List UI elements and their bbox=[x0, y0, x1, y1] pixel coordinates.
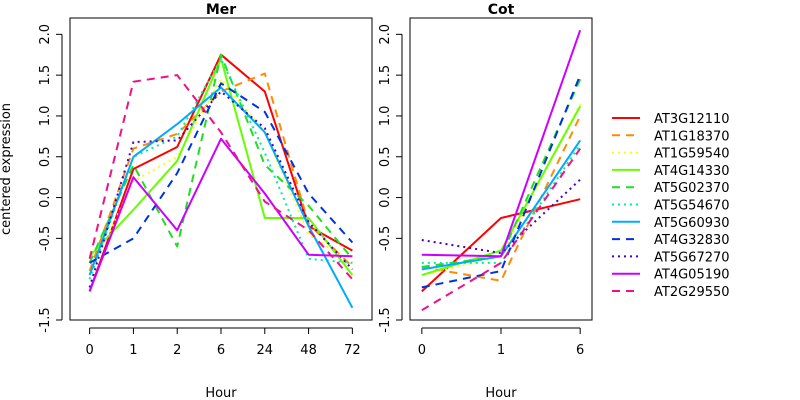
series-line-AT5G02370 bbox=[88, 53, 354, 264]
x-tick-label: 6 bbox=[576, 343, 584, 358]
y-tick-label: -1.5 bbox=[378, 307, 393, 332]
legend-label: AT1G59540 bbox=[654, 147, 730, 162]
y-tick-label: 1.5 bbox=[38, 65, 53, 86]
series-line-AT1G18370 bbox=[88, 72, 354, 272]
panel-title: Cot bbox=[488, 2, 515, 18]
legend-label: AT4G32830 bbox=[654, 233, 730, 248]
x-axis-label: Hour bbox=[485, 386, 517, 400]
series-line-AT4G05190 bbox=[88, 137, 353, 292]
y-tick-label: -0.5 bbox=[38, 226, 53, 251]
x-tick-label: 48 bbox=[300, 343, 317, 358]
x-tick-label: 1 bbox=[129, 343, 137, 358]
x-tick-label: 1 bbox=[497, 343, 505, 358]
plot-frame-Cot bbox=[409, 17, 593, 321]
legend-label: AT2G29550 bbox=[654, 285, 730, 300]
y-tick-label: 1.0 bbox=[38, 106, 53, 127]
x-tick-label: 72 bbox=[344, 343, 361, 358]
series-line-AT5G60930 bbox=[88, 86, 354, 309]
legend-label: AT5G60930 bbox=[654, 216, 730, 231]
legend-label: AT1G18370 bbox=[654, 129, 730, 144]
series-line-AT1G18370 bbox=[421, 115, 582, 282]
x-tick-label: 6 bbox=[217, 343, 225, 358]
y-axis-label: centered expression bbox=[0, 103, 14, 235]
series-line-AT3G12110 bbox=[421, 198, 581, 293]
legend-label: AT4G05190 bbox=[654, 268, 730, 283]
series-line-AT5G02370 bbox=[421, 78, 582, 268]
y-tick-label: 2.0 bbox=[378, 24, 393, 45]
y-tick-label: 2.0 bbox=[38, 24, 53, 45]
series-line-AT5G67270 bbox=[421, 178, 581, 255]
series-line-AT5G54670 bbox=[421, 143, 582, 264]
x-tick-label: 0 bbox=[418, 343, 426, 358]
y-tick-label: 0.5 bbox=[38, 146, 53, 167]
y-tick-label: 0.0 bbox=[378, 187, 393, 208]
series-line-AT2G29550 bbox=[421, 148, 582, 312]
y-tick-label: 0.0 bbox=[38, 187, 53, 208]
legend-label: AT5G67270 bbox=[654, 250, 730, 265]
y-tick-label: -0.5 bbox=[378, 226, 393, 251]
series-line-AT4G14330 bbox=[421, 105, 582, 277]
y-tick-label: 1.5 bbox=[378, 65, 393, 86]
legend-label: AT4G14330 bbox=[654, 164, 730, 179]
series-line-AT5G67270 bbox=[88, 90, 354, 288]
y-tick-label: -1.5 bbox=[38, 307, 53, 332]
series-line-AT4G32830 bbox=[89, 82, 354, 264]
y-tick-label: 0.5 bbox=[378, 146, 393, 167]
y-tick-label: 1.0 bbox=[378, 106, 393, 127]
legend-label: AT5G02370 bbox=[654, 181, 730, 196]
panel-title: Mer bbox=[206, 2, 236, 18]
x-tick-label: 0 bbox=[85, 343, 93, 358]
plot-frame-Mer bbox=[69, 17, 373, 321]
legend-label: AT3G12110 bbox=[654, 112, 730, 127]
x-axis-label: Hour bbox=[205, 386, 237, 400]
series-line-AT2G29550 bbox=[88, 74, 354, 280]
series-line-AT4G05190 bbox=[421, 29, 582, 258]
x-tick-label: 2 bbox=[173, 343, 181, 358]
legend-label: AT5G54670 bbox=[654, 199, 730, 214]
x-tick-label: 24 bbox=[257, 343, 274, 358]
series-line-AT1G59540 bbox=[88, 78, 353, 276]
